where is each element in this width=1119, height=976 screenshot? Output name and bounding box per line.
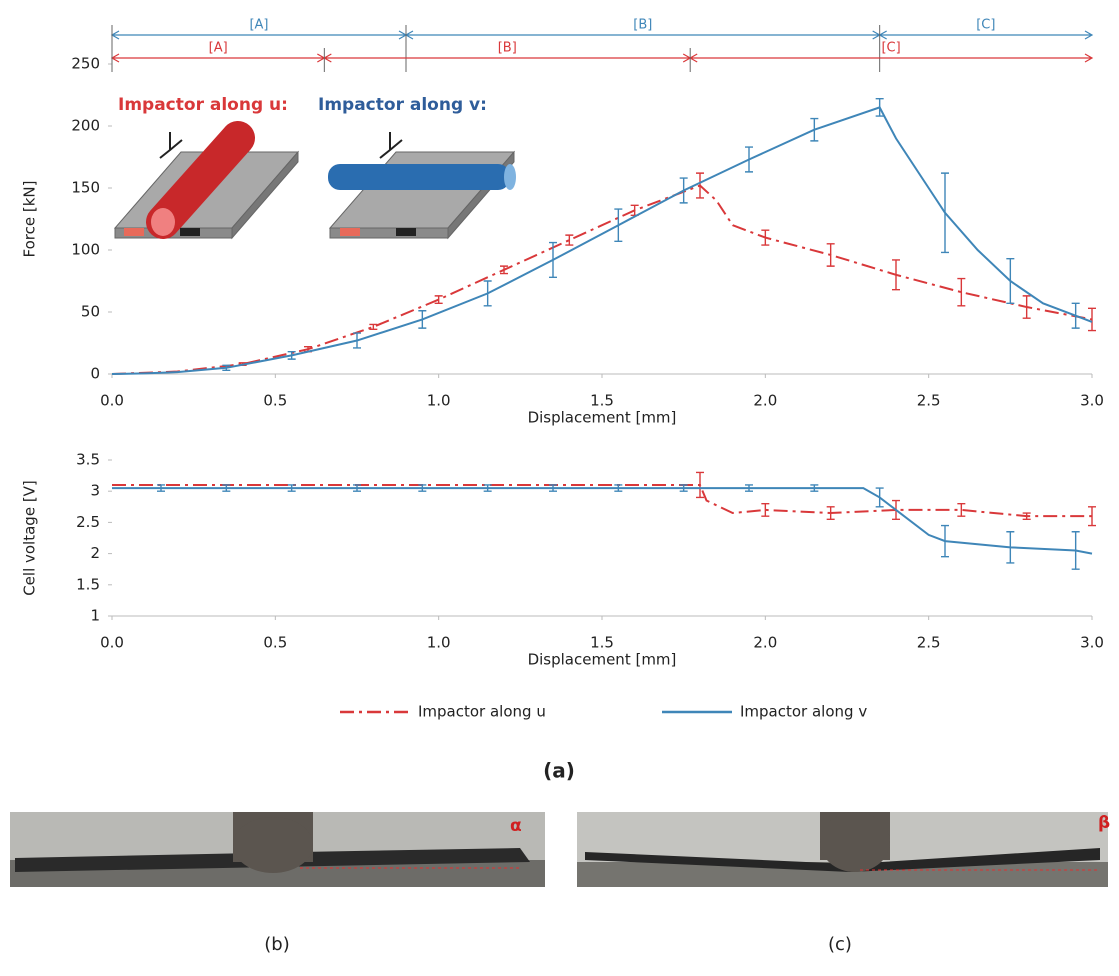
x-tick-label: 3.0 <box>1080 392 1104 410</box>
phase-label: [B] <box>633 18 652 33</box>
y-tick-label: 2 <box>90 544 100 562</box>
error-bar <box>484 281 492 306</box>
x-tick-label: 2.0 <box>753 634 777 652</box>
error-bar <box>631 205 639 215</box>
y-tick-label: 150 <box>71 179 100 197</box>
x-tick-label: 3.0 <box>1080 634 1104 652</box>
y-tick-label: 3.5 <box>76 451 100 469</box>
error-bar <box>680 178 688 203</box>
x-tick-label: 1.0 <box>427 634 451 652</box>
y-axis-label: Cell voltage [V] <box>21 480 39 596</box>
error-bar <box>941 173 949 252</box>
figure: (a) (b) (c) α β 0 50 100 150 200 250 0.0 0.5 1.0… <box>0 0 1119 972</box>
error-bar <box>435 296 443 303</box>
y-tick-label: 2.5 <box>76 513 100 531</box>
phase-label: [C] <box>881 41 900 56</box>
x-axis-label: Displacement [mm] <box>528 651 677 669</box>
x-tick-label: 1.5 <box>590 392 614 410</box>
x-tick-label: 0.0 <box>100 634 124 652</box>
x-tick-label: 2.5 <box>917 392 941 410</box>
legend-label: Impactor along v <box>740 703 867 721</box>
x-tick-label: 0.5 <box>263 392 287 410</box>
inset-v <box>328 132 516 238</box>
error-bar <box>876 488 884 507</box>
y-tick-label: 250 <box>71 55 100 73</box>
phase-label: [A] <box>209 41 228 56</box>
y-tick-label: 0 <box>90 365 100 383</box>
legend-label: Impactor along u <box>418 703 546 721</box>
x-tick-label: 0.5 <box>263 634 287 652</box>
error-bar <box>827 244 835 266</box>
y-tick-label: 50 <box>81 303 100 321</box>
photo-mark: α <box>510 816 522 836</box>
y-tick-label: 1 <box>90 607 100 625</box>
error-bar <box>1088 308 1096 330</box>
x-tick-label: 2.5 <box>917 634 941 652</box>
phase-label: [B] <box>498 41 517 56</box>
inset-title: Impactor along u: <box>118 95 288 115</box>
x-tick-label: 1.5 <box>590 634 614 652</box>
photo-label: (b) <box>264 934 289 955</box>
phase-label: [A] <box>249 18 268 33</box>
x-tick-label: 0.0 <box>100 392 124 410</box>
inset-u <box>115 132 298 238</box>
series-line <box>112 485 1092 516</box>
error-bar <box>1006 259 1014 304</box>
x-axis-label: Displacement [mm] <box>528 409 677 427</box>
x-tick-label: 1.0 <box>427 392 451 410</box>
error-bar <box>565 235 573 245</box>
y-tick-label: 100 <box>71 241 100 259</box>
panel-label: (a) <box>543 759 575 783</box>
error-bar <box>500 266 508 273</box>
y-tick-label: 3 <box>90 482 100 500</box>
y-tick-label: 200 <box>71 117 100 135</box>
inset-title: Impactor along v: <box>318 95 487 115</box>
y-tick-label: 1.5 <box>76 575 100 593</box>
photo-mark: β <box>1098 813 1110 833</box>
error-bar <box>745 147 753 172</box>
photo-c <box>577 812 1108 887</box>
phase-label: [C] <box>976 18 995 33</box>
y-axis-label: Force [kN] <box>21 181 39 258</box>
error-bar <box>614 209 622 241</box>
error-bar <box>696 173 704 198</box>
photo-label: (c) <box>828 934 852 955</box>
x-tick-label: 2.0 <box>753 392 777 410</box>
photo-b <box>10 812 545 887</box>
